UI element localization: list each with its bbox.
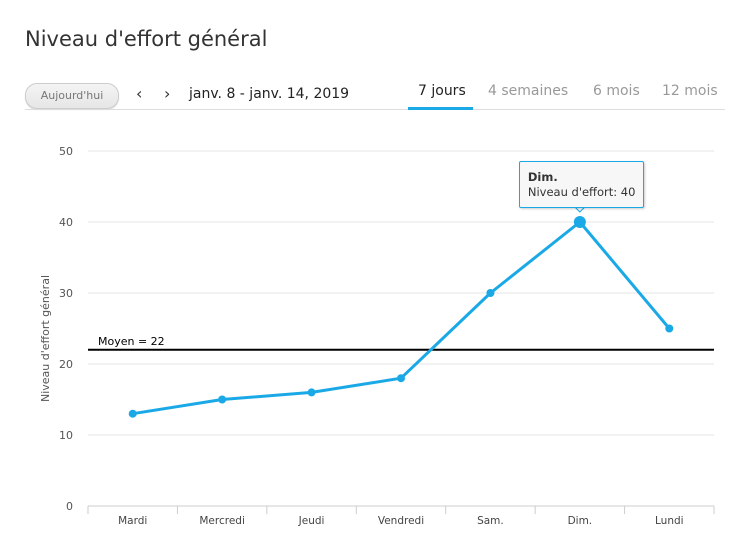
tab-7-jours[interactable]: 7 jours [418, 83, 466, 99]
y-tick-label: 30 [59, 287, 73, 300]
tab-12-mois[interactable]: 12 mois [662, 83, 718, 99]
x-tick-label: Lundi [655, 515, 684, 527]
tab-4-semaines[interactable]: 4 semaines [488, 83, 569, 99]
tooltip-title: Dim. [527, 170, 558, 184]
x-tick-label: Mardi [118, 515, 147, 527]
chevron-right-icon[interactable]: › [164, 84, 171, 103]
divider [25, 109, 725, 110]
y-axis-label: Niveau d'effort général [39, 275, 52, 402]
active-tab-indicator [408, 107, 473, 110]
y-tick-label: 10 [59, 429, 73, 442]
x-tick-label: Dim. [568, 515, 593, 527]
x-tick-label: Sam. [477, 515, 504, 527]
x-tick-label: Vendredi [378, 515, 424, 527]
data-point [573, 216, 586, 228]
y-tick-label: 40 [59, 216, 73, 229]
today-button[interactable]: Aujourd'hui [25, 83, 119, 109]
tab-6-mois[interactable]: 6 mois [593, 83, 640, 99]
tooltip-value: Niveau d'effort: 40 [527, 185, 636, 199]
data-point [307, 388, 316, 397]
data-point [397, 374, 405, 383]
average-label: Moyen = 22 [98, 335, 165, 348]
data-point [665, 324, 674, 333]
y-tick-label: 0 [66, 500, 73, 513]
data-point [128, 409, 137, 418]
series-line [132, 220, 671, 416]
y-tick-label: 50 [59, 145, 73, 158]
x-tick-label: Jeudi [298, 515, 325, 527]
tooltip: Dim. Niveau d'effort: 40 [518, 161, 644, 208]
date-range: janv. 8 - janv. 14, 2019 [189, 86, 350, 102]
data-point [218, 395, 227, 404]
chevron-left-icon[interactable]: ‹ [136, 84, 143, 103]
data-point [486, 289, 495, 297]
page-title: Niveau d'effort général [25, 27, 268, 51]
y-tick-label: 20 [59, 358, 73, 371]
x-tick-label: Mercredi [199, 515, 245, 527]
